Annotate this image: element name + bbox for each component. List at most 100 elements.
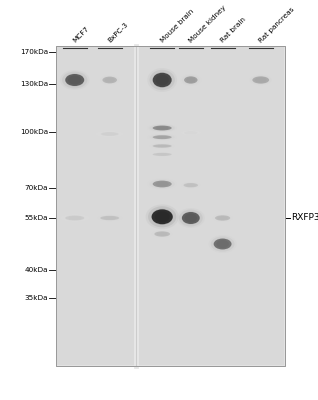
Ellipse shape bbox=[68, 76, 81, 84]
Ellipse shape bbox=[158, 154, 166, 155]
Ellipse shape bbox=[153, 153, 172, 156]
Ellipse shape bbox=[98, 131, 121, 137]
Ellipse shape bbox=[258, 78, 264, 82]
Text: MCF7: MCF7 bbox=[72, 26, 90, 44]
Ellipse shape bbox=[152, 209, 173, 224]
Ellipse shape bbox=[71, 217, 79, 219]
Ellipse shape bbox=[156, 74, 169, 85]
Ellipse shape bbox=[181, 182, 200, 188]
Bar bbox=[137, 47, 284, 365]
Ellipse shape bbox=[182, 75, 200, 85]
Ellipse shape bbox=[100, 75, 119, 85]
Ellipse shape bbox=[153, 180, 172, 188]
Text: 100kDa: 100kDa bbox=[20, 129, 48, 135]
Ellipse shape bbox=[153, 73, 172, 87]
Ellipse shape bbox=[153, 144, 172, 148]
Ellipse shape bbox=[147, 68, 177, 92]
Ellipse shape bbox=[65, 74, 84, 86]
Ellipse shape bbox=[179, 210, 203, 226]
Ellipse shape bbox=[68, 216, 81, 220]
Ellipse shape bbox=[147, 134, 177, 140]
Ellipse shape bbox=[100, 216, 119, 220]
Ellipse shape bbox=[186, 184, 196, 187]
Text: BxPC-3: BxPC-3 bbox=[107, 22, 130, 44]
Ellipse shape bbox=[153, 72, 172, 88]
Ellipse shape bbox=[156, 136, 169, 139]
Ellipse shape bbox=[184, 76, 197, 84]
Ellipse shape bbox=[184, 214, 197, 222]
Ellipse shape bbox=[220, 217, 225, 219]
Ellipse shape bbox=[157, 232, 168, 236]
Ellipse shape bbox=[215, 215, 230, 221]
Ellipse shape bbox=[65, 215, 84, 221]
Ellipse shape bbox=[62, 214, 87, 222]
Ellipse shape bbox=[188, 132, 193, 134]
Ellipse shape bbox=[252, 76, 269, 84]
Ellipse shape bbox=[147, 178, 177, 190]
Ellipse shape bbox=[211, 236, 234, 252]
Ellipse shape bbox=[159, 233, 165, 235]
Ellipse shape bbox=[217, 216, 228, 220]
Ellipse shape bbox=[105, 78, 115, 82]
Ellipse shape bbox=[149, 144, 175, 148]
Ellipse shape bbox=[182, 212, 200, 224]
Ellipse shape bbox=[102, 77, 117, 83]
Ellipse shape bbox=[155, 231, 170, 237]
Ellipse shape bbox=[179, 182, 202, 189]
Ellipse shape bbox=[158, 214, 166, 220]
Ellipse shape bbox=[214, 238, 232, 250]
Ellipse shape bbox=[156, 126, 169, 130]
Ellipse shape bbox=[153, 126, 172, 130]
Ellipse shape bbox=[153, 144, 172, 148]
Ellipse shape bbox=[186, 77, 196, 83]
Ellipse shape bbox=[71, 78, 79, 82]
Ellipse shape bbox=[65, 216, 84, 220]
Ellipse shape bbox=[60, 70, 90, 90]
Ellipse shape bbox=[149, 125, 175, 131]
Text: 70kDa: 70kDa bbox=[25, 185, 48, 191]
Ellipse shape bbox=[149, 134, 175, 140]
Ellipse shape bbox=[180, 74, 201, 86]
Ellipse shape bbox=[100, 132, 119, 136]
Ellipse shape bbox=[188, 184, 194, 186]
Ellipse shape bbox=[146, 204, 179, 229]
Ellipse shape bbox=[252, 76, 269, 84]
Ellipse shape bbox=[147, 152, 177, 157]
Ellipse shape bbox=[153, 135, 172, 139]
Text: 130kDa: 130kDa bbox=[20, 81, 48, 87]
Ellipse shape bbox=[153, 125, 172, 130]
Ellipse shape bbox=[62, 72, 87, 88]
Bar bbox=[56, 47, 135, 365]
Ellipse shape bbox=[156, 182, 169, 186]
Ellipse shape bbox=[101, 132, 119, 136]
Ellipse shape bbox=[150, 230, 174, 238]
Ellipse shape bbox=[177, 208, 205, 228]
Ellipse shape bbox=[102, 76, 117, 84]
Ellipse shape bbox=[96, 131, 124, 137]
Ellipse shape bbox=[219, 242, 226, 246]
Ellipse shape bbox=[180, 130, 201, 136]
Ellipse shape bbox=[184, 76, 197, 84]
Ellipse shape bbox=[156, 145, 169, 147]
Ellipse shape bbox=[152, 230, 173, 238]
Ellipse shape bbox=[158, 136, 166, 138]
Ellipse shape bbox=[60, 214, 90, 222]
Text: RXFP3: RXFP3 bbox=[292, 214, 318, 222]
Ellipse shape bbox=[158, 145, 166, 147]
Ellipse shape bbox=[184, 131, 197, 134]
Ellipse shape bbox=[211, 214, 234, 222]
Ellipse shape bbox=[188, 78, 193, 82]
Text: Mouse brain: Mouse brain bbox=[160, 8, 195, 44]
Ellipse shape bbox=[98, 74, 121, 86]
Ellipse shape bbox=[153, 181, 172, 187]
Ellipse shape bbox=[65, 74, 84, 86]
Ellipse shape bbox=[250, 75, 272, 85]
Text: 40kDa: 40kDa bbox=[25, 267, 48, 273]
Ellipse shape bbox=[149, 152, 175, 157]
Ellipse shape bbox=[158, 77, 166, 83]
Ellipse shape bbox=[158, 182, 166, 186]
Ellipse shape bbox=[186, 132, 196, 134]
Bar bbox=[56, 46, 285, 366]
Ellipse shape bbox=[212, 214, 233, 222]
Ellipse shape bbox=[153, 153, 172, 156]
